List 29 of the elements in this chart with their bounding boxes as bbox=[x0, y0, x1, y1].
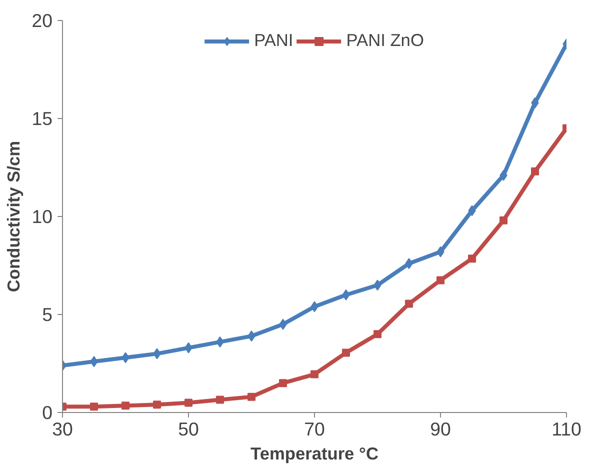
point bbox=[216, 396, 224, 404]
point bbox=[436, 276, 444, 284]
y-tick-label: 5 bbox=[42, 304, 53, 325]
x-tick-label: 30 bbox=[52, 418, 73, 440]
point bbox=[248, 392, 256, 401]
point bbox=[531, 167, 539, 176]
legend-label: PANI bbox=[254, 30, 294, 51]
y-tick-label: 10 bbox=[32, 206, 53, 227]
point bbox=[279, 379, 287, 388]
y-axis-title: Conductivity S/cm bbox=[4, 140, 24, 292]
point bbox=[122, 402, 130, 410]
point bbox=[468, 254, 476, 263]
point bbox=[500, 216, 508, 224]
x-tick-label: 70 bbox=[304, 418, 325, 440]
point bbox=[153, 400, 161, 409]
y-tick-label: 20 bbox=[32, 10, 53, 31]
point bbox=[405, 300, 413, 308]
legend-label: PANI ZnO bbox=[346, 30, 424, 51]
x-tick-label: 110 bbox=[552, 418, 582, 440]
point bbox=[310, 370, 318, 378]
y-tick-label: 0 bbox=[42, 402, 53, 423]
point bbox=[90, 402, 98, 411]
x-tick-label: 90 bbox=[430, 418, 451, 440]
point bbox=[342, 348, 350, 357]
point bbox=[184, 398, 192, 407]
x-axis-title: Temperature °C bbox=[250, 444, 379, 464]
y-tick-label: 15 bbox=[32, 108, 53, 129]
point bbox=[374, 330, 382, 338]
x-tick-label: 50 bbox=[178, 418, 199, 440]
